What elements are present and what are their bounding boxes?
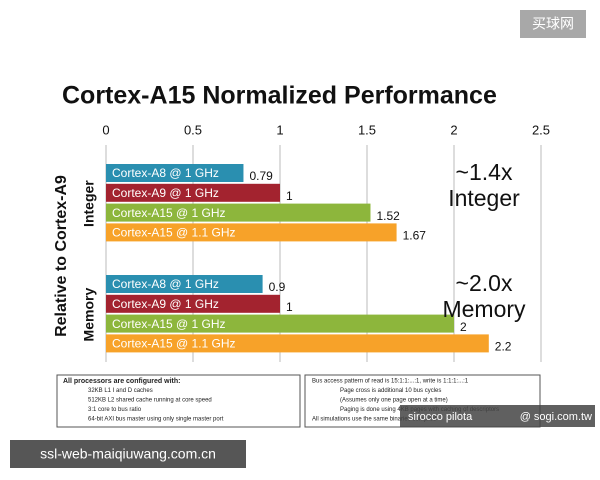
bar: [106, 314, 454, 333]
bar-series-label: Cortex-A15 @ 1.1 GHz: [112, 226, 236, 240]
chart-title: Cortex-A15 Normalized Performance: [62, 82, 497, 110]
bar: [106, 294, 280, 313]
note-text: Bus access pattern of read is 15:1:1:...…: [312, 379, 469, 385]
bar-series-label: Cortex-A9 @ 1 GHz: [112, 297, 219, 311]
bar-series-label: Cortex-A15 @ 1.1 GHz: [112, 337, 236, 351]
bar: [106, 183, 280, 202]
annotation: Integer: [448, 185, 520, 211]
bar-series-label: Cortex-A9 @ 1 GHz: [112, 186, 219, 200]
x-tick-label: 0: [102, 122, 109, 137]
data-label: 1: [286, 189, 293, 203]
bar: [106, 164, 244, 182]
note-text: 32KB L1 I and D caches: [88, 388, 153, 394]
data-label: 0.9: [269, 280, 286, 294]
x-tick-label: 1.5: [358, 122, 376, 137]
watermark-box: [520, 10, 586, 38]
bar-series-label: Cortex-A15 @ 1 GHz: [112, 317, 226, 331]
data-label: 1.67: [403, 229, 427, 243]
bar: [106, 203, 371, 222]
bar-series-label: Cortex-A15 @ 1 GHz: [112, 206, 226, 220]
note-box: [56, 374, 301, 428]
watermark-box: [10, 440, 246, 468]
watermark: 买球网: [532, 16, 574, 32]
x-tick-label: 2.5: [532, 122, 550, 137]
data-label: 1: [286, 300, 293, 314]
category-label: Memory: [81, 288, 97, 342]
data-label: 0.79: [249, 169, 273, 183]
data-label: 2.2: [495, 340, 512, 354]
annotation: ~2.0x: [456, 270, 513, 296]
x-tick-label: 2: [450, 122, 457, 137]
bar: [106, 275, 263, 293]
x-tick-label: 0.5: [184, 122, 202, 137]
y-axis-label: Relative to Cortex-A9: [53, 175, 70, 337]
bar: [106, 223, 397, 242]
annotation: Memory: [442, 296, 526, 322]
note-text: All processors are configured with:: [63, 378, 180, 385]
watermark: ssl-web-maiqiuwang.com.cn: [40, 446, 216, 462]
note-text: (Assumes only one page open at a time): [340, 398, 448, 404]
bar: [106, 334, 489, 353]
annotation: ~1.4x: [456, 159, 513, 185]
watermark: @ sogi.com.tw: [520, 411, 592, 423]
data-label: 1.52: [376, 209, 400, 223]
bar-series-label: Cortex-A8 @ 1 GHz: [112, 277, 219, 291]
note-text: All simulations use the same binaries co…: [312, 417, 436, 423]
data-label: 2: [460, 320, 467, 334]
note-text: 3:1 core to bus ratio: [88, 407, 142, 413]
x-tick-label: 1: [276, 122, 283, 137]
note-text: 64-bit AXI bus master using only single …: [88, 417, 224, 423]
watermark-box: [400, 405, 595, 427]
watermark: sirocco pilota: [408, 411, 473, 423]
note-text: Page cross is additional 10 bus cycles: [340, 388, 441, 394]
note-text: 512KB L2 shared cache running at core sp…: [88, 398, 212, 404]
category-label: Integer: [81, 180, 97, 227]
bar-series-label: Cortex-A8 @ 1 GHz: [112, 166, 219, 180]
